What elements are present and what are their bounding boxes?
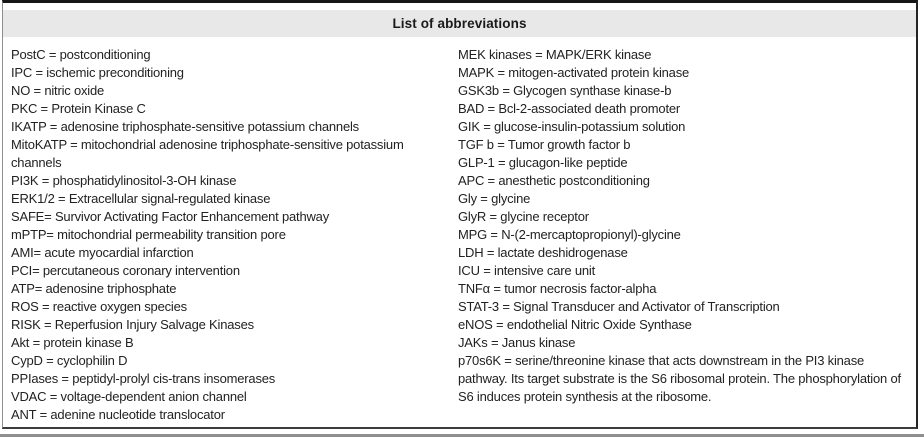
abbreviation-item: Akt = protein kinase B (11, 335, 134, 350)
abbreviation-item: ATP= adenosine triphosphate (11, 281, 177, 296)
abbreviation-item: PI3K = phosphatidylinositol-3-OH kinase (11, 173, 237, 188)
abbreviation-item: MPG = N-(2-mercaptopropionyl)-glycine (458, 227, 681, 242)
abbreviation-item: GIK = glucose-insulin-potassium solution (458, 119, 686, 134)
abbreviation-item: CypD = cyclophilin D (11, 353, 128, 368)
abbreviation-item: IKATP = adenosine triphosphate-sensitive… (11, 119, 359, 134)
abbreviation-item: ERK1/2 = Extracellular signal-regulated … (11, 191, 271, 206)
abbreviation-item: MAPK = mitogen-activated protein kinase (458, 65, 690, 80)
abbreviation-item: Gly = glycine (458, 191, 531, 206)
abbreviation-item: NO = nitric oxide (11, 83, 105, 98)
abbreviation-item: BAD = Bcl-2-associated death promoter (458, 101, 681, 116)
abbreviation-item: eNOS = endothelial Nitric Oxide Synthase (458, 317, 692, 332)
abbreviations-table: List of abbreviations PostC = postcondit… (2, 0, 918, 429)
table-header-bar: List of abbreviations (3, 10, 916, 37)
abbreviation-item: MitoKATP = mitochondrial adenosine triph… (11, 137, 404, 170)
abbreviation-item: IPC = ischemic preconditioning (11, 65, 184, 80)
page-bottom-rule (0, 434, 924, 437)
abbreviation-item: JAKs = Janus kinase (458, 335, 576, 350)
abbreviation-item: ICU = intensive care unit (458, 263, 595, 278)
abbreviation-item: PPIases = peptidyl-prolyl cis-trans inso… (11, 371, 276, 386)
abbreviations-column-right: MEK kinases = MAPK/ERK kinase MAPK = mit… (458, 46, 913, 424)
table-body: PostC = postconditioning IPC = ischemic … (3, 37, 916, 424)
abbreviation-item: RISK = Reperfusion Injury Salvage Kinase… (11, 317, 254, 332)
abbreviation-item: SAFE= Survivor Activating Factor Enhance… (11, 209, 330, 224)
abbreviation-item: ROS = reactive oxygen species (11, 299, 187, 314)
abbreviation-item: TGF b = Tumor growth factor b (458, 137, 631, 152)
abbreviation-item: AMI= acute myocardial infarction (11, 245, 194, 260)
abbreviation-item: GlyR = glycine receptor (458, 209, 589, 224)
abbreviation-item: STAT-3 = Signal Transducer and Activator… (458, 299, 780, 314)
abbreviation-item: p70s6K = serine/threonine kinase that ac… (458, 353, 901, 404)
abbreviation-item: APC = anesthetic postconditioning (458, 173, 650, 188)
abbreviation-item: mPTP= mitochondrial permeability transit… (11, 227, 286, 242)
page-title: List of abbreviations (392, 16, 527, 31)
abbreviation-item: MEK kinases = MAPK/ERK kinase (458, 47, 652, 62)
abbreviation-item: GLP-1 = glucagon-like peptide (458, 155, 628, 170)
abbreviation-item: PostC = postconditioning (11, 47, 151, 62)
abbreviation-item: VDAC = voltage-dependent anion channel (11, 389, 247, 404)
abbreviations-column-left: PostC = postconditioning IPC = ischemic … (11, 46, 458, 424)
abbreviation-item: GSK3b = Glycogen synthase kinase-b (458, 83, 672, 98)
abbreviation-item: PKC = Protein Kinase C (11, 101, 146, 116)
abbreviation-item: PCI= percutaneous coronary intervention (11, 263, 240, 278)
abbreviation-item: TNFα = tumor necrosis factor-alpha (458, 281, 657, 296)
abbreviation-item: ANT = adenine nucleotide translocator (11, 407, 225, 422)
abbreviation-item: LDH = lactate deshidrogenase (458, 245, 628, 260)
